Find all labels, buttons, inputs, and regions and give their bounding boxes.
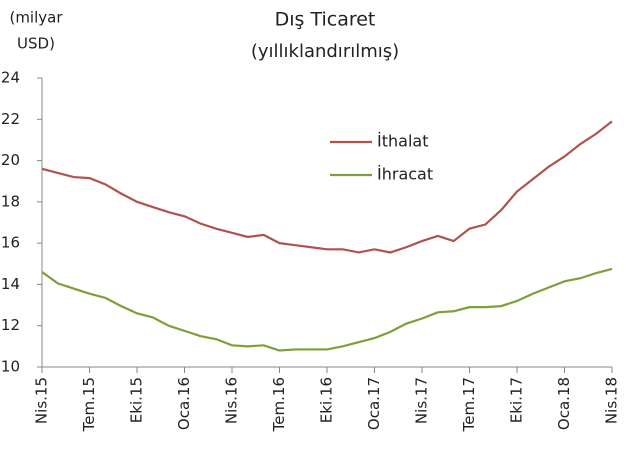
line-series (41, 120, 613, 254)
x-tick-label: Tem.17 (460, 377, 478, 432)
y-tick-label: 16 (1, 234, 20, 252)
y-tick-label: 24 (1, 69, 20, 87)
y-axis-label: (milyar (9, 9, 63, 27)
y-axis-label: USD) (17, 35, 55, 53)
x-tick-label: Nis.18 (603, 377, 621, 424)
x-tick-label: Eki.15 (128, 377, 146, 423)
y-tick-label: 18 (1, 192, 20, 210)
y-tick-label: 22 (1, 110, 20, 128)
x-tick-label: Eki.17 (508, 377, 526, 423)
x-tick-label: Nis.17 (413, 377, 431, 424)
chart-title: Dış Ticaret (275, 9, 376, 31)
y-tick-label: 12 (1, 316, 20, 334)
x-tick-label: Oca.17 (365, 377, 383, 430)
legend-label: İhracat (377, 165, 433, 184)
x-tick-label: Oca.18 (555, 377, 573, 430)
x-tick-label: Nis.15 (33, 377, 51, 424)
x-tick-label: Oca.16 (175, 377, 193, 430)
y-tick-label: 14 (1, 275, 20, 293)
y-tick-label: 20 (1, 151, 20, 169)
legend-label: İthalat (377, 132, 428, 151)
x-tick-label: Eki.16 (318, 377, 336, 423)
chart-subtitle: (yıllıklandırılmış) (251, 41, 399, 62)
x-tick-label: Tem.15 (80, 377, 98, 432)
x-tick-label: Tem.16 (270, 377, 288, 432)
x-tick-label: Nis.16 (223, 377, 241, 424)
line-series (41, 267, 613, 352)
y-tick-label: 10 (1, 358, 20, 376)
